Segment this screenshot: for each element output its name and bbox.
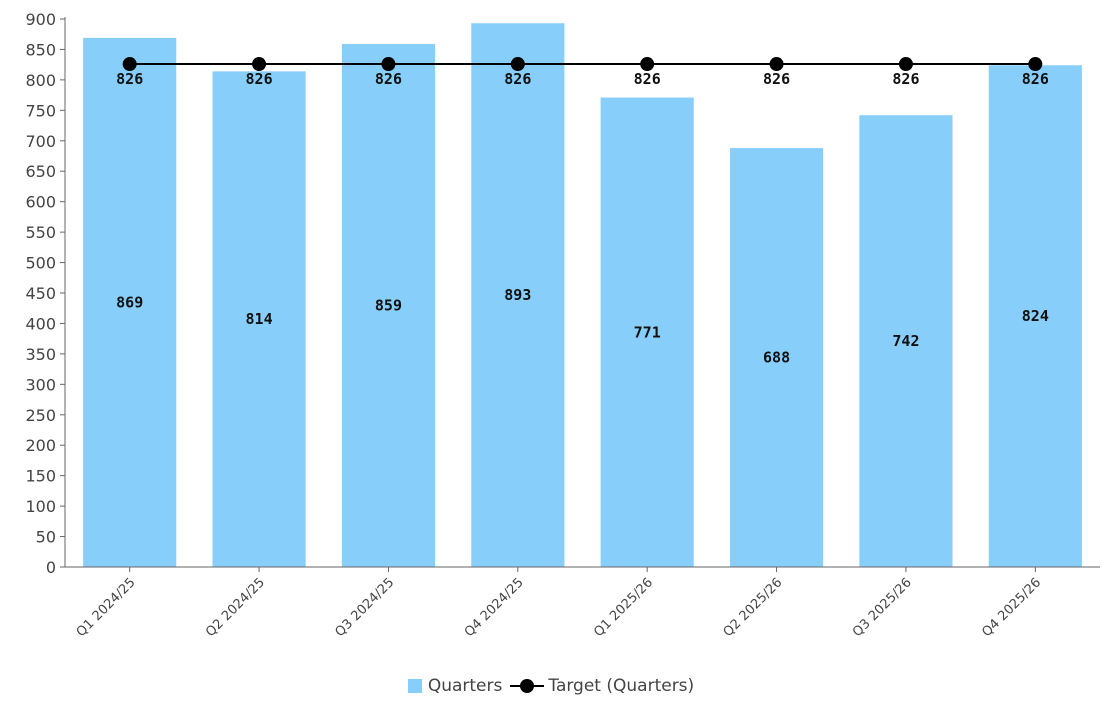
bar <box>859 115 953 568</box>
target-line <box>122 57 1043 72</box>
y-tick-label: 350 <box>25 345 56 364</box>
x-tick-label: Q4 2024/25 <box>462 575 527 640</box>
x-tick-label: Q3 2024/25 <box>332 575 397 640</box>
legend-label-quarters: Quarters <box>427 676 503 696</box>
bar <box>600 97 694 568</box>
target-point <box>1028 57 1043 72</box>
bar-value-label: 859 <box>375 296 402 314</box>
y-tick-label: 100 <box>25 497 56 516</box>
y-tick-label: 450 <box>25 284 56 303</box>
x-axis-labels: Q1 2024/25 Q2 2024/25 Q3 2024/25 Q4 2024/25… <box>74 567 1044 640</box>
bar <box>212 71 306 567</box>
y-tick-label: 0 <box>46 558 56 577</box>
target-value-label: 826 <box>246 70 273 88</box>
y-tick-label: 850 <box>25 40 56 59</box>
bar-value-label: 893 <box>504 286 531 304</box>
x-tick-label: Q1 2025/26 <box>591 575 656 640</box>
y-tick-label: 200 <box>25 436 56 455</box>
bars <box>83 23 1082 568</box>
legend-swatch-quarters <box>407 679 422 693</box>
target-point <box>510 57 525 72</box>
y-tick-label: 250 <box>25 406 56 425</box>
target-value-label: 826 <box>375 70 402 88</box>
y-tick-label: 650 <box>25 162 56 181</box>
x-tick-label: Q3 2025/26 <box>850 575 915 640</box>
target-value-label: 826 <box>892 70 919 88</box>
target-point <box>640 57 655 72</box>
target-value-label: 826 <box>634 70 661 88</box>
bar-value-label: 742 <box>892 332 919 350</box>
y-tick-label: 800 <box>25 71 56 90</box>
target-value-label: 826 <box>504 70 531 88</box>
target-point <box>898 57 913 72</box>
x-tick-label: Q1 2024/25 <box>74 575 139 640</box>
y-tick-label: 900 <box>25 10 56 29</box>
bar-value-label: 824 <box>1022 307 1049 325</box>
legend-item-target[interactable]: Target (Quarters) <box>502 676 694 696</box>
y-tick-label: 600 <box>25 193 56 212</box>
y-tick-label: 550 <box>25 223 56 242</box>
target-point <box>381 57 396 72</box>
bar <box>341 43 436 568</box>
target-value-label: 826 <box>763 70 790 88</box>
y-tick-label: 50 <box>36 528 56 547</box>
bar-value-label: 688 <box>763 349 790 367</box>
x-tick-label: Q2 2025/26 <box>721 575 786 640</box>
x-tick-label: Q4 2025/26 <box>979 575 1044 640</box>
bar <box>83 37 177 568</box>
legend-item-quarters[interactable]: Quarters <box>407 676 503 696</box>
axes <box>64 17 1100 568</box>
x-tick-label: Q2 2024/25 <box>203 575 268 640</box>
target-value-label: 826 <box>116 70 143 88</box>
target-value-label: 826 <box>1022 70 1049 88</box>
bar-value-label: 814 <box>246 310 273 328</box>
y-axis-ticks: 0 50 100 150 200 250 300 350 400 450 500 550 600 650 7… <box>25 10 65 577</box>
bar-value-label: 771 <box>634 323 661 341</box>
y-tick-label: 750 <box>25 101 56 120</box>
y-tick-label: 300 <box>25 375 56 394</box>
bar <box>988 65 1082 567</box>
target-labels: 826 826 826 826 826 826 826 826 <box>116 70 1049 88</box>
y-tick-label: 400 <box>25 314 56 333</box>
y-tick-label: 700 <box>25 132 56 151</box>
bar <box>729 148 824 567</box>
bar-value-label: 869 <box>116 293 143 311</box>
bar-labels: 869 814 859 893 771 688 742 824 <box>116 286 1049 366</box>
legend-label-target: Target (Quarters) <box>548 676 695 696</box>
target-point <box>252 57 267 72</box>
target-point <box>122 57 137 72</box>
bar <box>471 23 565 568</box>
legend: Quarters Target (Quarters) <box>0 676 1102 696</box>
legend-swatch-target <box>510 679 545 693</box>
target-point <box>769 57 784 72</box>
y-tick-label: 150 <box>25 467 56 486</box>
y-tick-label: 500 <box>25 254 56 273</box>
